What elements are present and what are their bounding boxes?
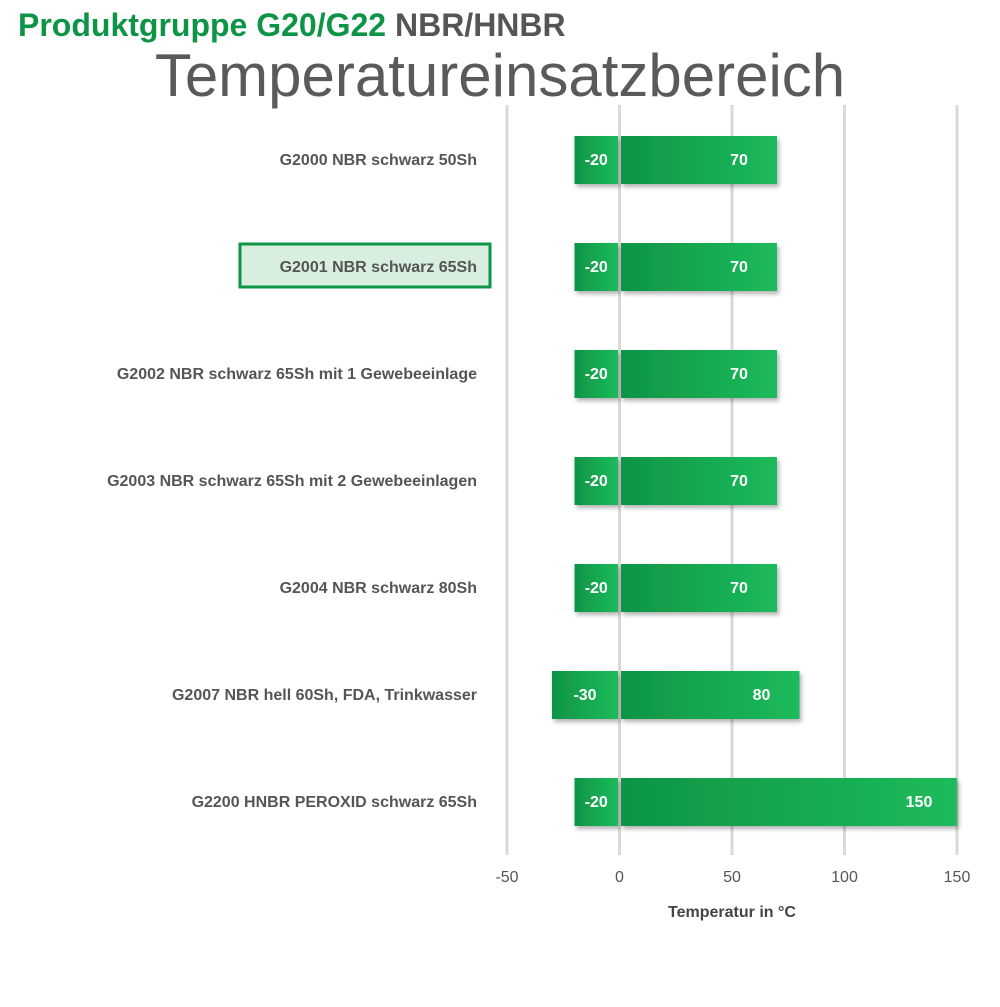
bar-segment <box>621 243 777 291</box>
data-label: -20 <box>585 580 608 597</box>
x-tick-label: 100 <box>831 869 858 886</box>
x-tick-label: -50 <box>495 869 518 886</box>
bar-segment <box>552 671 618 719</box>
data-label: -30 <box>573 687 596 704</box>
data-label: 70 <box>730 473 748 490</box>
x-tick-label: 50 <box>723 869 741 886</box>
data-label: -20 <box>585 473 608 490</box>
bar-segment <box>574 457 618 505</box>
title-group: Produktgruppe G20/G22 <box>18 7 386 43</box>
y-tick-label: G2200 HNBR PEROXID schwarz 65Sh <box>192 794 477 811</box>
data-label: 150 <box>906 794 933 811</box>
chart-subtitle: Temperatureinsatzbereich <box>155 42 845 109</box>
bar-segment <box>621 350 777 398</box>
y-tick-label: G2001 NBR schwarz 65Sh <box>280 259 477 276</box>
data-label: -20 <box>585 259 608 276</box>
bar-segment <box>621 778 957 826</box>
data-label: -20 <box>585 366 608 383</box>
title-material: NBR/HNBR <box>395 7 566 43</box>
data-label: -20 <box>585 794 608 811</box>
bar-segment <box>574 778 618 826</box>
data-label: 70 <box>730 366 748 383</box>
data-label: 80 <box>753 687 771 704</box>
y-tick-label: G2003 NBR schwarz 65Sh mit 2 Gewebeeinla… <box>107 473 477 490</box>
data-label: 70 <box>730 259 748 276</box>
data-label: 70 <box>730 580 748 597</box>
x-tick-label: 150 <box>944 869 971 886</box>
bar-segment <box>574 350 618 398</box>
y-tick-label: G2004 NBR schwarz 80Sh <box>280 580 477 597</box>
y-tick-label: G2000 NBR schwarz 50Sh <box>280 152 477 169</box>
x-tick-label: 0 <box>615 869 624 886</box>
x-axis-label: Temperatur in °C <box>668 904 796 921</box>
bar-segment <box>574 136 618 184</box>
data-label: 70 <box>730 152 748 169</box>
y-tick-label: G2002 NBR schwarz 65Sh mit 1 Gewebeeinla… <box>117 366 477 383</box>
data-label: -20 <box>585 152 608 169</box>
bar-segment <box>621 671 800 719</box>
chart-title: Produktgruppe G20/G22 NBR/HNBR <box>18 7 566 43</box>
highlight-box <box>238 242 492 289</box>
y-tick-label: G2007 NBR hell 60Sh, FDA, Trinkwasser <box>172 687 477 704</box>
bar-segment <box>574 243 618 291</box>
bar-segment <box>621 457 777 505</box>
bar-segment <box>574 564 618 612</box>
bar-segment <box>621 136 777 184</box>
bar-segment <box>621 564 777 612</box>
